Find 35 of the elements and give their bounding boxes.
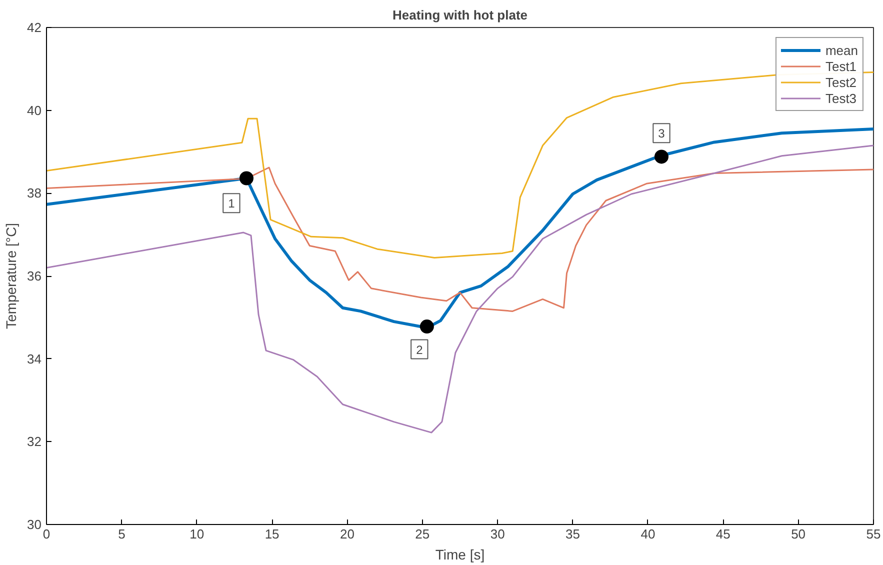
y-tick-label: 34 (27, 351, 42, 366)
y-tick-label: 36 (27, 268, 42, 284)
x-tick-label: 30 (490, 526, 505, 542)
annotation: 2 (416, 342, 424, 357)
x-tick-label: 15 (264, 526, 280, 542)
x-tick-label: 20 (340, 526, 354, 542)
line-series (46, 71, 874, 259)
chart-title: Heating with hot plate (392, 8, 528, 22)
point (654, 150, 668, 164)
x-axis-title: Time [s] (435, 546, 485, 562)
y-tick-label: 42 (27, 20, 42, 35)
annotation: 3 (658, 126, 666, 141)
legend-label: Test3 (825, 90, 857, 106)
x-tick-label: 50 (791, 526, 806, 542)
y-tick-label: 30 (27, 517, 42, 532)
x-tick-label: 40 (640, 526, 656, 542)
y-tick-label: 38 (27, 186, 42, 201)
x-tick-label: 35 (566, 526, 580, 542)
y-tick-label: 40 (27, 102, 42, 118)
line-series (46, 144, 874, 434)
point (420, 320, 434, 334)
x-tick-label: 25 (415, 526, 430, 542)
y-axis-title: Temperature [°C] (3, 223, 20, 329)
annotation: 1 (228, 196, 236, 211)
y-tick-label: 32 (27, 434, 42, 450)
x-tick-label: 0 (42, 526, 50, 542)
legend-label: Test2 (825, 74, 857, 90)
x-tick-label: 55 (866, 526, 881, 542)
x-tick-label: 10 (190, 526, 204, 542)
point (239, 171, 254, 186)
line-series (46, 166, 874, 312)
legend-label: mean (825, 42, 858, 58)
legend-label: Test1 (825, 58, 857, 74)
x-tick-label: 45 (716, 526, 730, 542)
x-tick-label: 5 (118, 526, 126, 542)
